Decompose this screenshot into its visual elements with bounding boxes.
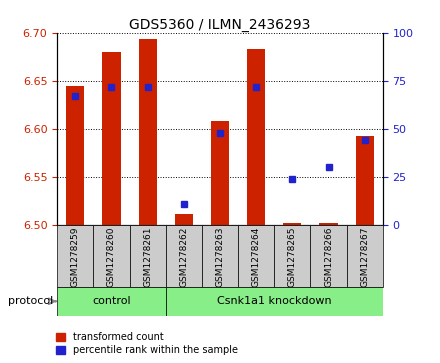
Bar <box>274 225 311 287</box>
Text: GSM1278259: GSM1278259 <box>71 227 80 287</box>
Text: protocol: protocol <box>7 296 53 306</box>
Bar <box>166 287 383 316</box>
Bar <box>166 225 202 287</box>
Text: GSM1278267: GSM1278267 <box>360 227 369 287</box>
Text: GSM1278260: GSM1278260 <box>107 227 116 287</box>
Legend: transformed count, percentile rank within the sample: transformed count, percentile rank withi… <box>53 329 241 358</box>
Bar <box>57 287 166 316</box>
Text: GSM1278264: GSM1278264 <box>252 227 260 287</box>
Title: GDS5360 / ILMN_2436293: GDS5360 / ILMN_2436293 <box>129 18 311 32</box>
Bar <box>57 225 93 287</box>
Bar <box>238 225 274 287</box>
Bar <box>202 225 238 287</box>
Text: GSM1278263: GSM1278263 <box>216 227 224 287</box>
Text: GSM1278261: GSM1278261 <box>143 227 152 287</box>
Text: GSM1278265: GSM1278265 <box>288 227 297 287</box>
Bar <box>319 223 337 225</box>
Text: GSM1278262: GSM1278262 <box>180 227 188 287</box>
Bar <box>211 121 229 225</box>
Bar <box>129 225 166 287</box>
Bar <box>103 52 121 225</box>
Bar <box>139 40 157 225</box>
Bar <box>283 223 301 225</box>
Bar <box>356 136 374 225</box>
Bar <box>311 225 347 287</box>
Bar <box>93 225 129 287</box>
Text: GSM1278266: GSM1278266 <box>324 227 333 287</box>
Bar <box>66 86 84 225</box>
Bar <box>247 49 265 225</box>
Bar <box>347 225 383 287</box>
Text: control: control <box>92 296 131 306</box>
Text: Csnk1a1 knockdown: Csnk1a1 knockdown <box>217 296 332 306</box>
Bar <box>175 215 193 225</box>
